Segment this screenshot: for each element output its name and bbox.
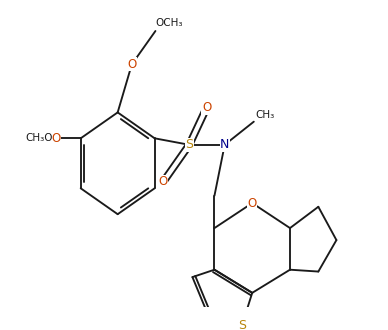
Text: N: N: [220, 138, 229, 151]
Text: O: O: [159, 175, 168, 188]
Text: S: S: [185, 138, 193, 151]
Text: S: S: [238, 319, 246, 330]
Text: O: O: [202, 101, 211, 114]
Text: CH₃O: CH₃O: [25, 133, 52, 143]
Text: O: O: [248, 197, 257, 210]
Text: O: O: [127, 58, 137, 71]
Text: CH₃: CH₃: [255, 110, 275, 120]
Text: OCH₃: OCH₃: [156, 18, 183, 28]
Text: O: O: [51, 132, 60, 145]
